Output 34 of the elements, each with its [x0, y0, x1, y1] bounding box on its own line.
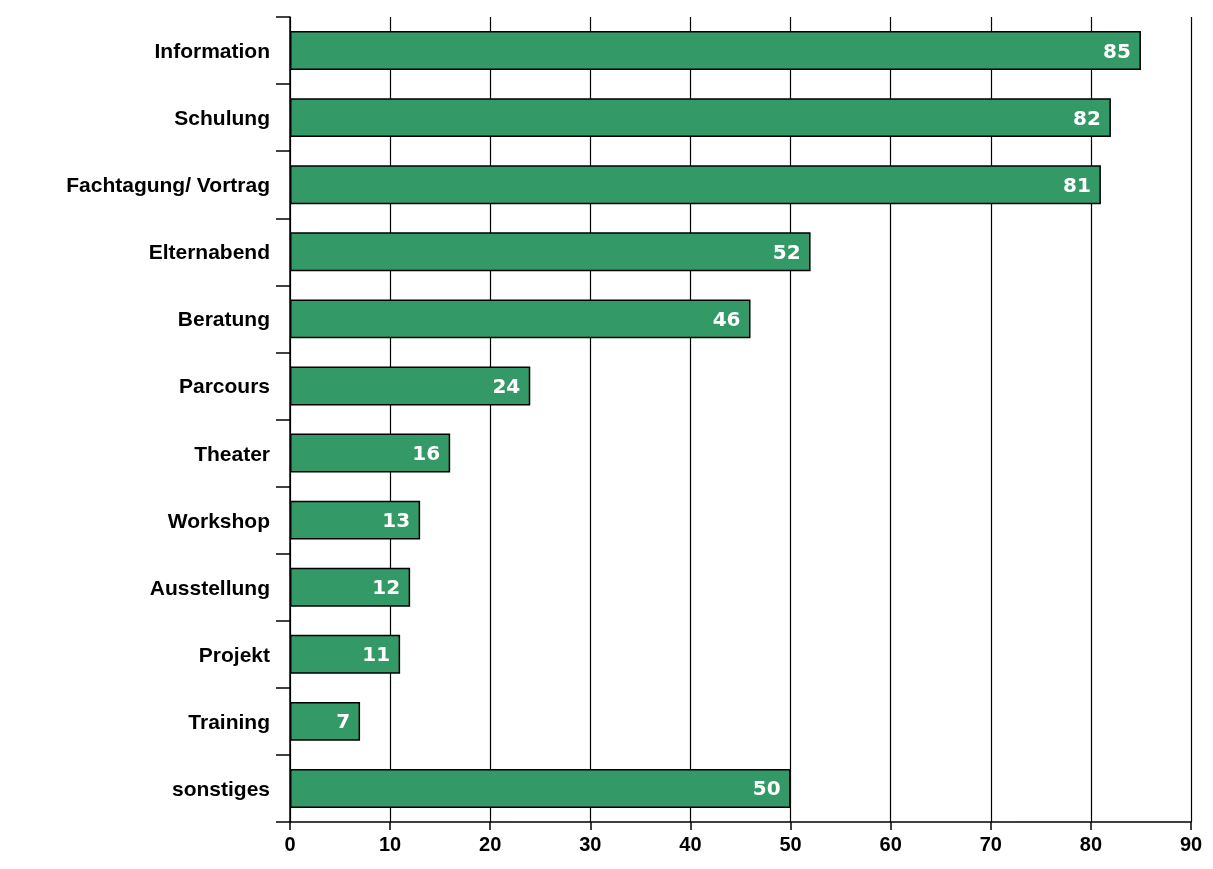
- y-tick-label: Information: [154, 39, 270, 63]
- y-tick-label: Theater: [194, 441, 270, 465]
- x-tick-label: 60: [879, 833, 902, 855]
- data-label: 13: [382, 508, 411, 533]
- data-label: 24: [492, 373, 521, 398]
- y-tick-label: Beratung: [177, 307, 270, 331]
- y-tick-label: Workshop: [167, 508, 270, 532]
- y-tick-label: Elternabend: [148, 240, 270, 264]
- x-tick-label: 50: [779, 833, 802, 855]
- y-tick-label: Training: [188, 709, 270, 733]
- y-tick-label: Parcours: [178, 374, 270, 398]
- data-label: 50: [752, 776, 781, 801]
- x-tick-label: 90: [1179, 833, 1203, 855]
- data-label: 81: [1063, 172, 1091, 197]
- y-tick-label: Projekt: [198, 642, 270, 666]
- y-tick-label: Schulung: [174, 106, 270, 130]
- x-tick-label: 40: [679, 833, 702, 855]
- y-tick-label: sonstiges: [171, 776, 270, 800]
- data-label: 46: [712, 306, 741, 331]
- data-label: 82: [1073, 105, 1101, 130]
- data-label: 16: [412, 441, 441, 466]
- data-label: 85: [1103, 38, 1131, 63]
- x-tick-label: 10: [378, 833, 402, 855]
- x-tick-label: 30: [579, 833, 602, 855]
- x-tick-label: 0: [284, 833, 296, 855]
- y-tick-label: Fachtagung/ Vortrag: [66, 173, 270, 197]
- data-label: 11: [362, 642, 391, 667]
- x-tick-label: 70: [979, 833, 1002, 855]
- data-label: 7: [336, 709, 351, 734]
- y-tick-label: Ausstellung: [149, 575, 270, 599]
- data-label: 12: [372, 575, 401, 600]
- data-label: 52: [772, 239, 801, 264]
- x-tick-label: 20: [479, 833, 502, 855]
- x-tick-label: 80: [1079, 833, 1103, 855]
